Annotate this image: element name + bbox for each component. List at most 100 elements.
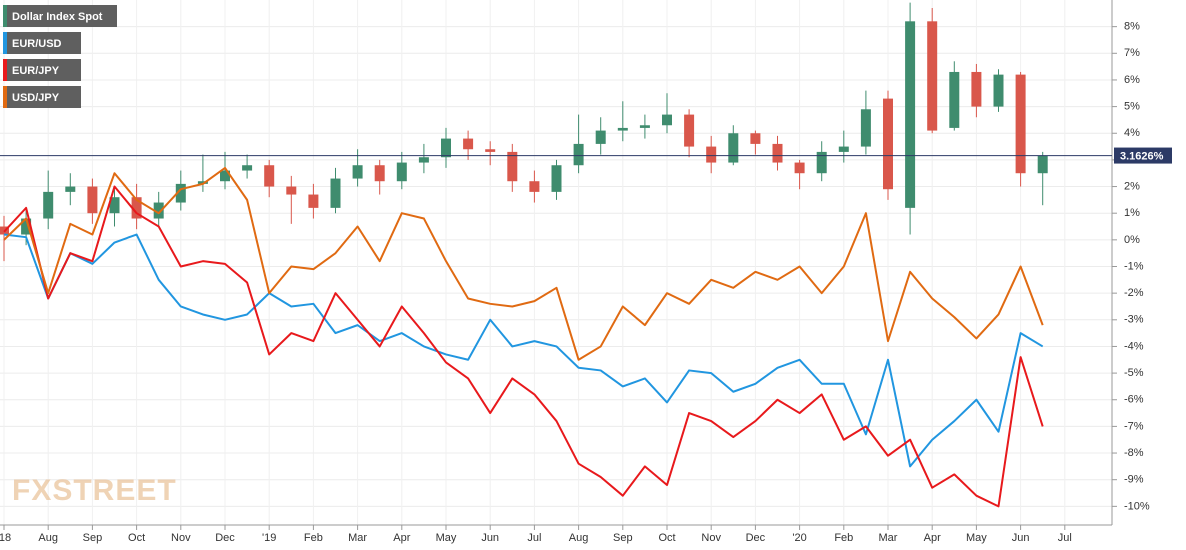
candle-body: [529, 181, 540, 192]
candle-body: [971, 71, 982, 107]
candle-body: [330, 178, 341, 208]
series-line: [3, 233, 1044, 468]
candle-body: [860, 109, 871, 147]
candle-body: [794, 162, 805, 174]
candle-body: [883, 98, 893, 190]
candle-body: [838, 146, 849, 152]
x-tick-label: Feb: [834, 532, 853, 544]
legend-swatch: [3, 86, 7, 108]
legend-box: [3, 86, 81, 108]
y-tick-label: 6%: [1124, 74, 1140, 86]
y-tick-label: 4%: [1124, 127, 1140, 139]
candle-body: [286, 186, 297, 195]
x-tick-label: May: [436, 532, 457, 544]
y-tick-label: -9%: [1124, 474, 1144, 486]
y-tick-label: -6%: [1124, 394, 1144, 406]
candle-body: [441, 138, 451, 158]
candle-body: [43, 191, 54, 219]
y-tick-label: -4%: [1124, 340, 1144, 352]
last-value-badge: [1114, 147, 1172, 164]
candle-body: [109, 197, 120, 214]
x-tick-label: Sep: [83, 532, 103, 544]
plot-area: [0, 0, 1112, 525]
x-tick-label: Aug: [38, 532, 58, 544]
y-tick-label: -7%: [1124, 420, 1144, 432]
y-tick-label: 2%: [1124, 180, 1140, 192]
candle-body: [905, 21, 916, 208]
legend-swatch: [3, 32, 7, 54]
candle-body: [264, 165, 275, 187]
candle-body: [728, 133, 739, 163]
y-tick-label: 5%: [1124, 101, 1140, 113]
x-tick-label: '18: [0, 532, 11, 544]
x-tick-label: Jun: [481, 532, 499, 544]
y-tick-label: 1%: [1124, 207, 1140, 219]
candle-body: [308, 194, 319, 208]
candle-body: [706, 146, 717, 163]
legend-label: EUR/JPY: [12, 65, 60, 77]
x-tick-label: Mar: [348, 532, 367, 544]
y-tick-label: 0%: [1124, 234, 1140, 246]
legend-label: USD/JPY: [12, 92, 60, 104]
y-tick-label: -5%: [1124, 367, 1144, 379]
x-tick-label: Oct: [128, 532, 145, 544]
y-tick-label: -2%: [1124, 287, 1144, 299]
x-tick-label: Nov: [701, 532, 721, 544]
candle-body: [662, 114, 672, 126]
candle-body: [750, 133, 761, 144]
candle-body: [175, 183, 186, 203]
candle-body: [463, 138, 474, 150]
candle-body: [418, 157, 429, 163]
y-tick-label: -10%: [1124, 500, 1150, 512]
candle-body: [220, 170, 230, 182]
x-tick-label: Apr: [924, 532, 941, 544]
legend-label: EUR/USD: [12, 38, 62, 50]
candle-body: [197, 181, 208, 184]
legend-swatch: [3, 5, 7, 27]
candle-body: [507, 151, 518, 182]
series-line: [3, 185, 1044, 508]
legend-box: [3, 59, 81, 81]
candle-body: [1037, 155, 1048, 174]
x-tick-label: Jun: [1012, 532, 1030, 544]
candle-body: [573, 143, 584, 166]
candle-body: [551, 165, 562, 192]
legend-label: Dollar Index Spot: [12, 11, 103, 23]
watermark: FXSTREET: [12, 474, 177, 507]
legend-box: [3, 5, 117, 27]
candle-body: [87, 186, 98, 214]
x-tick-label: Jul: [1058, 532, 1072, 544]
y-tick-label: -1%: [1124, 260, 1144, 272]
x-tick-label: Feb: [304, 532, 323, 544]
x-tick-label: Aug: [569, 532, 589, 544]
candle-body: [927, 21, 938, 131]
candle-body: [21, 218, 32, 235]
candle-body: [485, 149, 496, 152]
y-tick-label: 8%: [1124, 21, 1140, 33]
legend-swatch: [3, 59, 7, 81]
x-tick-label: May: [966, 532, 987, 544]
candle-body: [374, 165, 385, 182]
series-line: [3, 166, 1044, 361]
candle-body: [1015, 74, 1026, 174]
x-tick-label: Oct: [658, 532, 675, 544]
candle-body: [772, 143, 783, 163]
legend-box: [3, 32, 81, 54]
y-tick-label: 7%: [1124, 47, 1140, 59]
candle-body: [153, 202, 164, 219]
x-tick-label: Nov: [171, 532, 191, 544]
candle-body: [684, 114, 695, 147]
candle-body: [639, 125, 650, 128]
candle-body: [816, 151, 827, 174]
last-value-label: 3.1626%: [1120, 150, 1164, 162]
candle-body: [595, 130, 606, 144]
x-tick-label: Dec: [746, 532, 766, 544]
x-tick-label: Dec: [215, 532, 235, 544]
candle-body: [352, 165, 363, 179]
candle-body: [949, 71, 960, 128]
candle-body: [993, 74, 1004, 107]
x-tick-label: '20: [792, 532, 806, 544]
x-tick-label: '19: [262, 532, 276, 544]
x-tick-label: Jul: [527, 532, 541, 544]
